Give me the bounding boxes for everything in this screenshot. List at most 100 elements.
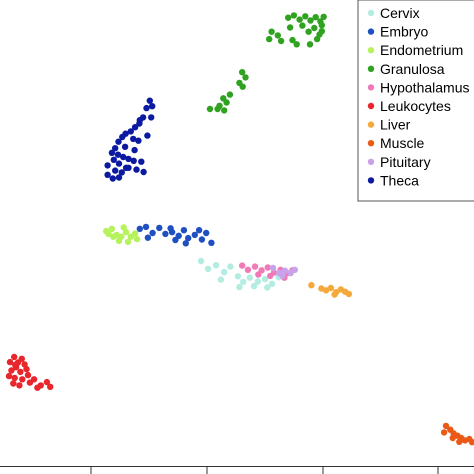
data-point (115, 138, 122, 145)
data-point (449, 434, 456, 442)
data-point (313, 35, 321, 43)
series-theca (104, 97, 156, 182)
series-pituitary (269, 264, 298, 280)
data-point (11, 353, 18, 361)
data-points (5, 12, 474, 446)
data-point (234, 273, 242, 280)
data-point (345, 290, 353, 298)
data-point (131, 230, 139, 237)
data-point (290, 12, 298, 19)
legend-marker (367, 84, 375, 91)
data-point (264, 264, 271, 271)
data-point (296, 16, 303, 23)
legend-label: Muscle (380, 135, 425, 151)
data-point (277, 37, 285, 45)
data-point (440, 429, 448, 436)
data-point (115, 174, 123, 181)
data-point (250, 282, 258, 290)
data-point (156, 224, 163, 232)
data-point (318, 22, 325, 29)
data-point (185, 234, 192, 242)
data-point (223, 99, 230, 106)
data-point (456, 438, 463, 445)
series-muscle (440, 422, 474, 446)
data-point (119, 133, 126, 141)
data-point (5, 372, 13, 380)
data-point (268, 28, 275, 35)
legend-label: Cervix (380, 5, 420, 21)
data-point (327, 284, 335, 292)
data-point (135, 137, 142, 144)
data-point (115, 160, 123, 167)
data-point (118, 169, 126, 176)
data-point (442, 422, 450, 430)
legend-label: Liver (380, 117, 411, 133)
data-point (302, 13, 309, 20)
data-point (144, 234, 152, 241)
data-point (306, 41, 314, 48)
data-point (144, 132, 151, 139)
legend-marker (367, 140, 375, 147)
data-point (138, 158, 145, 165)
data-point (180, 227, 188, 234)
data-point (110, 156, 118, 163)
legend: Cervix Embryo Endometrium Granulosa Hypothal… (357, 0, 474, 202)
data-point (268, 280, 276, 287)
data-point (112, 167, 119, 174)
data-point (281, 267, 289, 274)
data-point (115, 237, 123, 245)
legend-label: Pituitary (380, 154, 431, 170)
data-point (108, 225, 116, 232)
data-point (264, 284, 271, 291)
data-point (11, 374, 18, 382)
data-point (255, 271, 262, 278)
data-point (221, 268, 228, 276)
legend-label: Leukocytes (380, 98, 451, 114)
data-point (274, 32, 281, 39)
data-point (320, 13, 327, 20)
data-point (120, 224, 127, 231)
data-point (254, 278, 262, 285)
data-point (149, 229, 156, 237)
legend-box (357, 0, 474, 202)
data-point (120, 153, 127, 161)
data-point (149, 103, 156, 110)
data-point (217, 276, 225, 283)
data-point (191, 231, 198, 239)
data-point (308, 282, 315, 289)
data-point (331, 291, 338, 298)
legend-marker (367, 28, 375, 35)
data-point (6, 358, 14, 366)
series-embryo (136, 223, 215, 247)
data-point (112, 145, 119, 152)
data-point (204, 265, 212, 273)
legend-marker (367, 102, 375, 110)
data-point (16, 382, 23, 389)
data-point (133, 166, 140, 173)
data-point (240, 278, 247, 286)
data-point (18, 355, 25, 362)
legend-marker (367, 177, 375, 184)
data-point (108, 149, 116, 156)
data-point (125, 155, 132, 163)
data-point (110, 233, 117, 240)
data-point (104, 171, 111, 178)
data-point (251, 263, 259, 270)
series-liver (308, 282, 353, 298)
data-point (121, 143, 129, 150)
legend-label: Granulosa (380, 61, 445, 77)
data-point (143, 104, 150, 112)
data-point (242, 74, 249, 81)
data-point (214, 105, 221, 113)
data-point (131, 146, 138, 154)
data-point (203, 229, 210, 237)
data-point (148, 114, 155, 121)
legend-label: Endometrium (380, 42, 463, 58)
data-point (43, 378, 51, 386)
series-cervix (197, 257, 282, 291)
data-point (212, 262, 220, 269)
series-leukocytes (5, 353, 54, 391)
data-point (127, 128, 134, 135)
x-axis (0, 466, 474, 474)
